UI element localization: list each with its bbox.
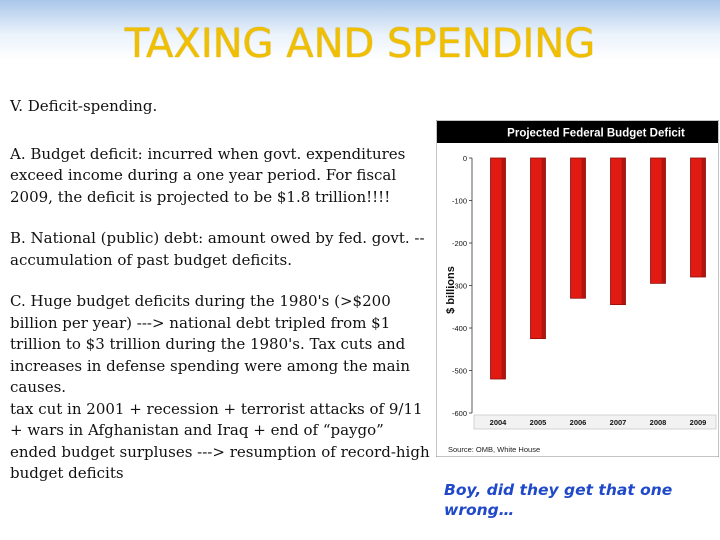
y-tick-label: -400: [452, 324, 467, 333]
y-tick-label: -500: [452, 367, 467, 376]
x-axis-ticks: 2004 2005 2006 2007 2008 2009: [473, 414, 717, 430]
plot-area: [472, 150, 718, 440]
x-tick-label: 2008: [650, 418, 667, 427]
chart-source: Source: OMB, White House: [448, 445, 540, 454]
y-tick-label: -100: [452, 197, 467, 206]
y-tick-label: -300: [452, 282, 467, 291]
y-tick-label: -200: [452, 239, 467, 248]
bar-shade-2006: [581, 158, 586, 299]
paragraph-budget-deficit: A. Budget deficit: incurred when govt. e…: [10, 144, 406, 206]
y-axis-ticks: 0 -100 -200 -300 -400 -500 -600: [452, 154, 473, 418]
slide-title: TAXING AND SPENDING: [124, 21, 596, 67]
y-axis-label: $ billions: [445, 266, 457, 314]
x-tick-label: 2007: [610, 418, 627, 427]
y-tick-label: 0: [463, 154, 467, 163]
x-tick-label: 2004: [490, 418, 508, 427]
slide-body: V. Deficit-spending. A. Budget deficit: …: [10, 96, 430, 485]
x-tick-label: 2009: [690, 418, 707, 427]
chart-title: Projected Federal Budget Deficit: [507, 128, 685, 140]
paragraph-national-debt: B. National (public) debt: amount owed b…: [10, 229, 425, 269]
chart-header: [437, 121, 718, 143]
section-heading: V. Deficit-spending.: [10, 97, 158, 115]
bar-shade-2008: [661, 158, 666, 284]
x-axis-strip: [473, 414, 717, 430]
paragraph-1980s-deficits: C. Huge budget deficits during the 1980'…: [10, 292, 411, 396]
bar-shade-2007: [621, 158, 626, 305]
x-tick-label: 2005: [530, 418, 547, 427]
bar-shade-2004: [501, 158, 506, 379]
y-tick-label: -600: [452, 409, 467, 418]
x-tick-label: 2006: [570, 418, 587, 427]
bar-shade-2005: [541, 158, 546, 339]
paragraph-2001-deficits: tax cut in 2001 + recession + terrorist …: [10, 399, 430, 483]
bar-shade-2009: [701, 158, 706, 277]
slide-caption: Boy, did they get that one wrong…: [444, 481, 673, 519]
bar-series: [490, 157, 706, 380]
budget-deficit-chart: Projected Federal Budget Deficit $ billi…: [436, 120, 719, 457]
